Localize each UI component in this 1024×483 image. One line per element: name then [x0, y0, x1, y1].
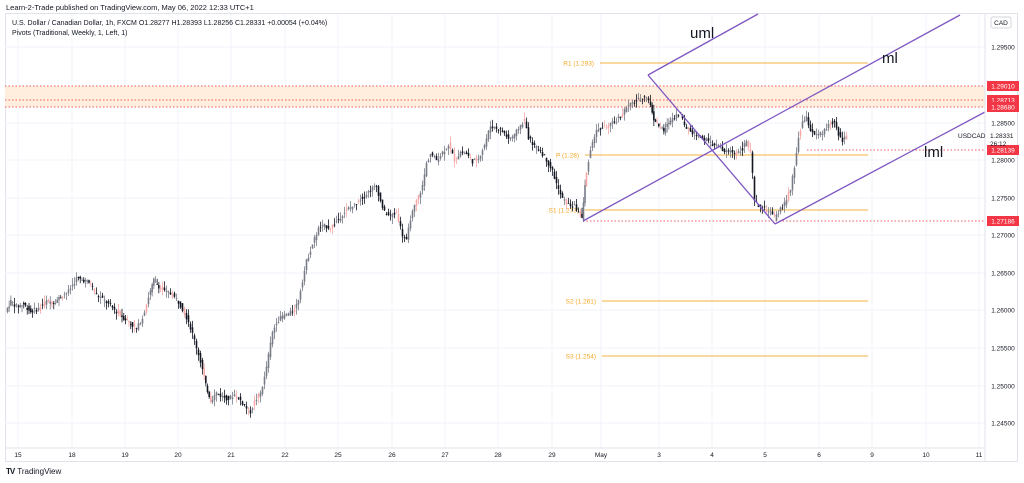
- price-tick: 1.26000: [991, 308, 1015, 315]
- pivot-label: S3 (1.254): [566, 354, 596, 361]
- time-tick: 22: [281, 452, 289, 459]
- level-price-label[interactable]: [987, 145, 1019, 155]
- time-axis[interactable]: 15 18 19 20 21 22 25 26 27 28 29 May 3 4 5 6 9 10 11: [14, 452, 982, 459]
- price-tick: 1.27000: [991, 233, 1015, 240]
- level-price-label[interactable]: [987, 216, 1019, 226]
- time-tick: 20: [174, 452, 182, 459]
- time-tick: 15: [14, 452, 22, 459]
- pivot-label: R1 (1.293): [563, 61, 594, 68]
- symbol-ohlc-line: U.S. Dollar / Canadian Dollar, 1h, FXCM …: [12, 20, 328, 27]
- pivot-label: P (1.28): [556, 153, 579, 160]
- price-tick: 1.25500: [991, 346, 1015, 353]
- time-tick: 29: [548, 452, 556, 459]
- pitchfork-handle[interactable]: [647, 74, 776, 225]
- pivot-label: S2 (1.261): [566, 299, 596, 306]
- chart-grid: [5, 14, 985, 448]
- publisher-line: Learn-2-Trade published on TradingView.c…: [6, 3, 254, 12]
- pitchfork-label-ml: ml: [882, 50, 898, 67]
- time-tick: 5: [763, 452, 767, 459]
- time-tick: 10: [922, 452, 930, 459]
- pivot-label: S1 (1.273): [549, 208, 579, 215]
- time-tick: 25: [334, 452, 342, 459]
- time-tick: 4: [710, 452, 714, 459]
- time-tick: 3: [657, 452, 661, 459]
- svg-text:1.28680: 1.28680: [991, 105, 1015, 112]
- tradingview-brand[interactable]: TradingView: [17, 467, 62, 476]
- time-tick: 21: [227, 452, 235, 459]
- price-tick: 1.26500: [991, 271, 1015, 278]
- svg-text:1.27186: 1.27186: [991, 219, 1015, 226]
- indicator-line: Pivots (Traditional, Weekly, 1, Left, 1): [12, 30, 128, 37]
- time-tick: 27: [441, 452, 449, 459]
- level-price-label[interactable]: [987, 81, 1019, 91]
- price-tick: 1.29500: [991, 45, 1015, 52]
- pitchfork[interactable]: uml ml lml: [582, 13, 986, 225]
- pitchfork-lml[interactable]: [774, 111, 986, 225]
- pitchfork-ml[interactable]: [582, 14, 961, 222]
- price-tick: 1.25000: [991, 384, 1015, 391]
- footer: TV TradingView: [6, 467, 61, 476]
- price-tick: 1.24500: [991, 421, 1015, 428]
- price-tick: 1.28500: [991, 121, 1015, 128]
- svg-text:CAD: CAD: [994, 20, 1008, 27]
- supply-zone[interactable]: [5, 86, 985, 107]
- pivot-lines: R1 (1.293) P (1.28) S1 (1.273) S2 (1.261) S3…: [549, 61, 868, 361]
- pitchfork-label-lml: lml: [924, 144, 943, 161]
- time-tick: 26: [388, 452, 396, 459]
- chart-frame: [5, 13, 1018, 462]
- candles: [6, 92, 848, 418]
- time-tick: 11: [976, 452, 983, 459]
- currency-badge[interactable]: [990, 16, 1012, 29]
- pitchfork-label-uml: uml: [690, 25, 714, 42]
- svg-text:1.29010: 1.29010: [991, 84, 1015, 91]
- time-tick: 19: [121, 452, 129, 459]
- current-price-label: 1.28331: [990, 133, 1014, 140]
- pitchfork-uml[interactable]: [647, 13, 759, 76]
- price-axis[interactable]: CAD 1.29500 1.28500 1.28000 1.27500 1.27000 1.…: [958, 16, 1019, 428]
- tradingview-logo-icon[interactable]: TV: [6, 467, 15, 476]
- price-tick: 1.27500: [991, 196, 1015, 203]
- time-tick: 18: [68, 452, 76, 459]
- level-price-label[interactable]: [987, 102, 1019, 112]
- svg-text:1.28139: 1.28139: [991, 148, 1015, 155]
- level-price-label[interactable]: [987, 95, 1019, 105]
- symbol-tag: USDCAD: [958, 133, 986, 140]
- time-tick: 6: [817, 452, 821, 459]
- horizontal-levels: [5, 85, 985, 222]
- chart-legend: U.S. Dollar / Canadian Dollar, 1h, FXCM …: [12, 19, 327, 39]
- time-tick: 9: [870, 452, 874, 459]
- time-tick: May: [595, 452, 608, 459]
- bar-countdown: 26:12: [990, 141, 1007, 148]
- price-tick: 1.28000: [991, 158, 1015, 165]
- svg-text:1.28713: 1.28713: [991, 98, 1015, 105]
- time-tick: 28: [494, 452, 502, 459]
